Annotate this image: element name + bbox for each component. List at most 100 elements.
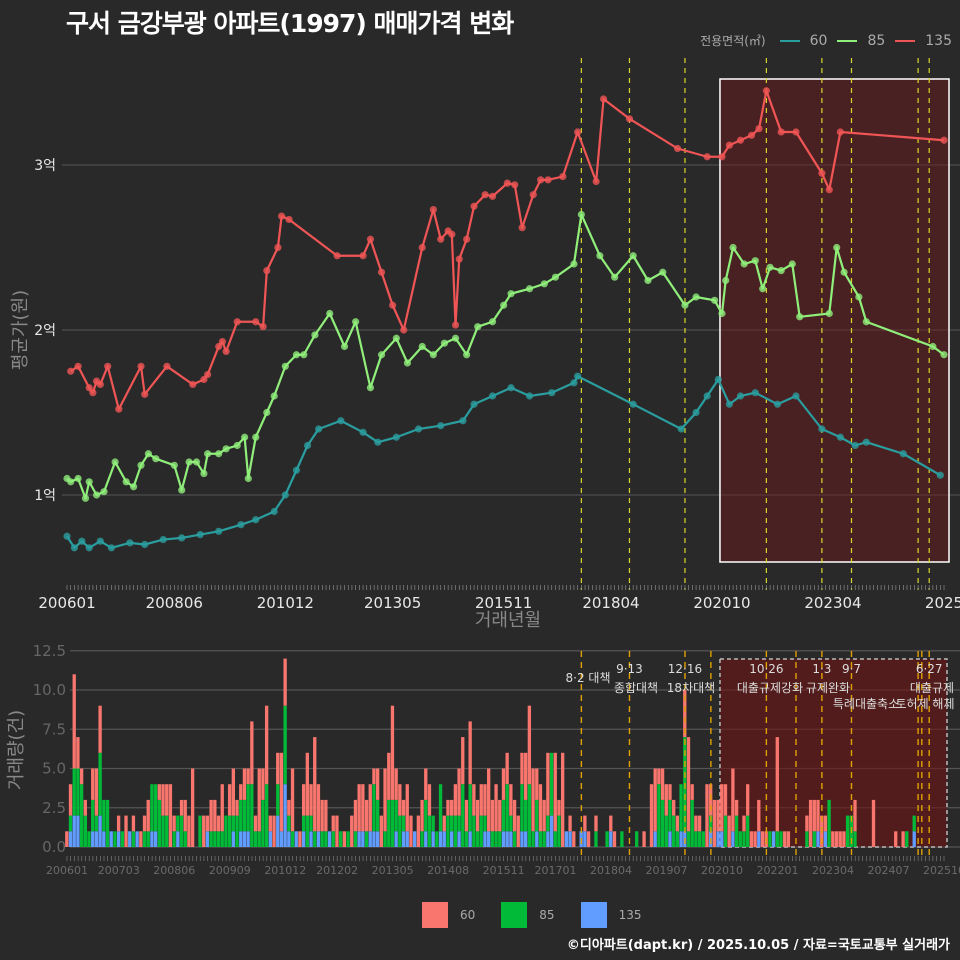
bar-segment-85: [353, 831, 358, 847]
bar-segment-85: [535, 799, 539, 832]
bar-segment-85: [779, 831, 783, 847]
data-point-60: [470, 400, 478, 408]
data-point-135: [481, 191, 489, 199]
bar-segment-60: [331, 815, 335, 832]
bar-segment-85: [490, 831, 495, 847]
policy-text-label: 종합대책: [614, 680, 658, 695]
bar-segment-60: [546, 752, 550, 816]
data-point-85: [81, 494, 90, 502]
bar-segment-85: [768, 831, 772, 847]
bottom-bars: [65, 658, 916, 847]
top-x-axis: 200601 200806 201012 201305 201511 201804 2020…: [38, 585, 960, 612]
data-point-60: [936, 471, 944, 479]
data-point-60: [899, 450, 907, 458]
legend-bottom-label-60: 60: [460, 908, 476, 922]
data-point-135: [736, 136, 745, 144]
data-point-60: [252, 516, 260, 524]
data-point-85: [710, 296, 719, 304]
policy-text-label: 대출규제: [910, 681, 954, 695]
legend-swatch-85: [837, 39, 858, 42]
data-point-135: [189, 380, 197, 389]
data-point-85: [270, 392, 278, 400]
data-point-85: [718, 309, 726, 318]
data-point-60: [392, 433, 400, 441]
data-point-85: [144, 450, 153, 458]
bottom-x-tick-label: 201012: [264, 864, 306, 877]
data-point-135: [96, 380, 104, 389]
data-point-85: [152, 455, 160, 463]
credit-text: ©디아파트(dapt.kr) / 2025.10.05 / 자료=국토교통부 실…: [566, 938, 950, 953]
bar-segment-60: [805, 815, 809, 832]
bar-segment-135: [153, 831, 158, 847]
data-point-85: [659, 268, 667, 276]
legend-bottom-label-135: 135: [618, 908, 642, 922]
data-point-135: [274, 243, 282, 252]
y-tick-label: 3억: [34, 158, 56, 174]
data-point-60: [270, 507, 278, 516]
bar-segment-135: [468, 831, 472, 847]
bar-segment-60: [124, 815, 128, 847]
data-point-60: [63, 532, 71, 540]
bottom-x-tick-label: 201305: [372, 864, 414, 877]
bar-segment-60: [531, 768, 535, 832]
bar-segment-60: [91, 768, 95, 800]
bar-segment-60: [723, 784, 728, 816]
bar-segment-60: [246, 768, 250, 785]
bar-segment-135: [394, 831, 398, 847]
bar-segment-85: [257, 831, 261, 847]
bar-segment-85: [505, 784, 509, 832]
bar-segment-60: [516, 815, 520, 847]
bottom-x-tick-label: 200601: [46, 864, 88, 877]
bar-segment-85: [235, 815, 239, 847]
bar-segment-85: [150, 784, 154, 832]
data-point-60: [692, 408, 700, 417]
data-point-60: [862, 438, 870, 446]
bar-segment-85: [472, 815, 476, 847]
bar-segment-135: [546, 831, 550, 847]
bar-segment-135: [361, 831, 365, 847]
bar-segment-135: [176, 831, 180, 847]
bar-segment-60: [675, 815, 680, 832]
bar-segment-135: [309, 831, 313, 847]
data-point-60: [574, 372, 582, 380]
data-point-85: [185, 458, 193, 466]
bar-segment-60: [398, 784, 402, 816]
bar-segment-85: [246, 784, 250, 832]
bar-segment-60: [468, 721, 472, 785]
data-point-135: [762, 87, 770, 95]
bar-segment-60: [501, 768, 506, 800]
bar-segment-60: [379, 815, 384, 847]
data-point-85: [692, 293, 700, 301]
data-point-135: [518, 224, 526, 232]
bar-segment-85: [220, 831, 224, 847]
bar-segment-85: [94, 815, 99, 832]
data-point-60: [851, 441, 859, 450]
policy-text-label: 대출규제강화: [737, 681, 803, 695]
data-point-135: [115, 405, 123, 413]
bar-segment-135: [316, 831, 321, 847]
bar-segment-60: [409, 815, 413, 847]
bar-segment-135: [438, 831, 443, 847]
bar-segment-60: [834, 831, 839, 847]
bar-segment-60: [783, 831, 787, 847]
data-point-60: [677, 425, 685, 433]
bar-segment-135: [102, 831, 106, 847]
data-point-135: [488, 192, 497, 200]
bar-segment-85: [375, 799, 380, 832]
bar-segment-135: [401, 831, 406, 847]
y-tick-label: 2억: [34, 323, 56, 339]
data-point-135: [85, 384, 93, 392]
data-point-85: [540, 280, 548, 288]
bar-segment-60: [372, 768, 376, 785]
legend-label-135: 135: [925, 32, 952, 49]
policy-text-label: 8·2 대책: [566, 670, 611, 685]
data-point-85: [796, 313, 804, 321]
data-point-60: [141, 540, 149, 549]
bar-segment-135: [91, 831, 95, 847]
bar-segment-135: [76, 815, 80, 847]
bar-segment-85: [694, 831, 698, 847]
data-point-60: [703, 392, 711, 400]
data-point-60: [629, 400, 637, 408]
bar-segment-85: [446, 815, 450, 847]
